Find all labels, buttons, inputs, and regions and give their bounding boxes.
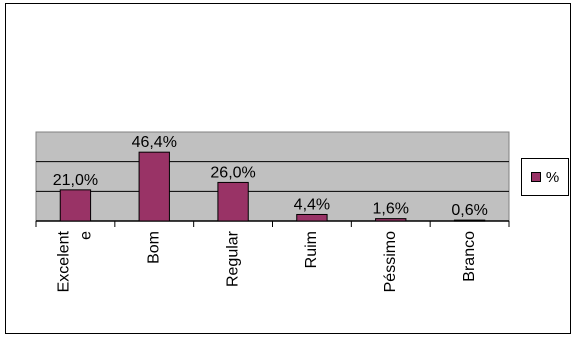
data-label: 21,0% [53,172,98,189]
bar [59,189,92,222]
bar [453,219,486,222]
category-label-line: Bom [145,231,162,264]
category-label: Bom [145,231,162,264]
category-label-line: e [78,231,95,240]
bar [296,213,328,222]
category-label: Regular [224,230,241,287]
bar [217,181,249,222]
category-label: Ruim [303,231,320,268]
bar [138,151,170,222]
data-label: 0,6% [451,202,487,219]
category-label-line: Excelent [56,230,73,292]
bar [375,218,407,222]
data-label: 4,4% [294,196,330,213]
data-label: 26,0% [210,164,255,181]
category-label-line: Péssimo [382,231,399,292]
legend: % [521,158,569,196]
category-label: Branco [461,231,478,282]
category-label: Péssimo [382,231,399,292]
category-label-line: Regular [224,230,241,287]
category-label: Excelent e [56,230,95,292]
category-label-line: Branco [461,231,478,282]
legend-swatch [530,172,541,182]
data-label: 1,6% [373,201,409,218]
plot-area [35,131,510,222]
legend-label: % [545,168,560,186]
data-label: 46,4% [132,134,177,151]
category-label-line: Ruim [303,231,320,268]
